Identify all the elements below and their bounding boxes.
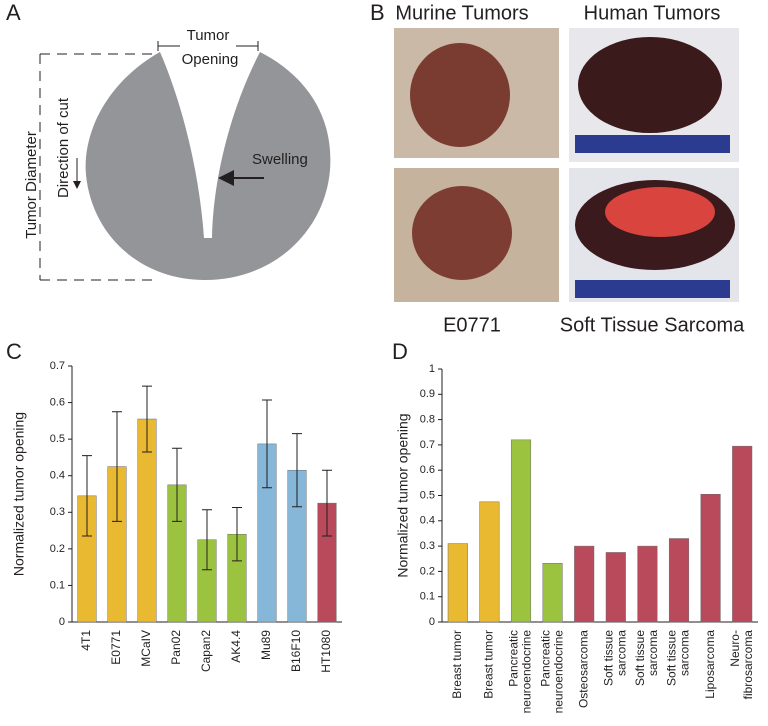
bar <box>668 538 690 623</box>
x-tick-label: sarcoma <box>678 630 692 676</box>
y-tick-label: 0.7 <box>50 360 65 372</box>
x-tick-label: sarcoma <box>646 630 660 676</box>
panel-label: B <box>370 0 385 25</box>
x-tick-label: AK4.4 <box>229 630 243 663</box>
y-tick-label: 0.3 <box>50 506 65 518</box>
x-tick-label: sarcoma <box>614 630 628 676</box>
error-bar <box>292 433 302 508</box>
x-tick-label: Breast tumor <box>450 630 464 699</box>
y-axis-label: Normalized tumor opening <box>395 413 411 577</box>
x-tick-label: Mu89 <box>259 630 273 660</box>
error-bar <box>172 447 182 522</box>
error-bar <box>232 507 242 562</box>
x-tick-label: MCaIV <box>139 630 153 667</box>
y-tick-label: 0.1 <box>420 591 435 603</box>
bar <box>479 501 500 623</box>
x-tick-label: Pancreatic <box>507 630 521 687</box>
y-tick-label: 0.5 <box>50 433 65 445</box>
x-tick-label: Capan2 <box>199 630 213 672</box>
bar <box>542 563 563 623</box>
photo-caption: Soft Tissue Sarcoma <box>560 314 745 336</box>
x-tick-label: HT1080 <box>319 630 333 673</box>
x-tick-label: 4T1 <box>79 630 93 651</box>
x-tick-label: neuroendocrine <box>520 630 534 714</box>
x-tick-label: Liposarcoma <box>703 630 717 699</box>
photo-title: Murine Tumors <box>395 2 528 24</box>
x-tick-label: Neuro- <box>728 630 742 667</box>
panel-label: A <box>6 0 21 25</box>
error-bar <box>82 455 92 537</box>
error-bar <box>322 469 332 537</box>
y-tick-label: 0.6 <box>50 396 65 408</box>
photo-tumor <box>578 37 722 133</box>
x-tick-label: E0771 <box>109 630 123 665</box>
photo-tumor-cut <box>605 187 715 237</box>
panel-label: D <box>392 339 408 364</box>
x-tick-label: B16F10 <box>289 630 303 672</box>
y-tick-label: 0.2 <box>420 565 435 577</box>
x-tick-label: Pan02 <box>169 630 183 665</box>
x-tick-label: fibrosarcoma <box>741 630 755 700</box>
x-tick-label: Soft tissue <box>665 630 679 686</box>
y-tick-label: 0.4 <box>50 470 65 482</box>
bar <box>510 439 532 623</box>
photo-ruler <box>575 135 730 153</box>
photos: Murine Tumors Human Tumors E0771 Soft Ti… <box>394 2 745 336</box>
photo-ruler <box>575 280 730 298</box>
photo-caption: E0771 <box>443 314 501 336</box>
y-tick-label: 0.3 <box>420 540 435 552</box>
label-bg <box>180 28 236 56</box>
x-tick-label: Soft tissue <box>601 630 615 686</box>
cut-label: Direction of cut <box>55 97 72 198</box>
error-bar <box>112 411 122 522</box>
y-axis-label: Normalized tumor opening <box>11 412 27 576</box>
y-tick-label: 0.9 <box>420 388 435 400</box>
bar <box>700 493 721 623</box>
x-tick-label: Pancreatic <box>538 630 552 687</box>
photo-tumor <box>410 43 510 147</box>
x-tick-label: neuroendocrine <box>551 630 565 714</box>
bar <box>447 543 468 623</box>
bar <box>574 545 595 623</box>
opening-label: Opening <box>182 51 239 68</box>
x-tick-label: Soft tissue <box>633 630 647 686</box>
panel-label: C <box>6 339 22 364</box>
photo-title: Human Tumors <box>584 2 721 24</box>
tumor-shape <box>85 52 331 280</box>
error-bar <box>262 399 272 489</box>
y-tick-label: 0.1 <box>50 579 65 591</box>
error-bar <box>142 385 152 453</box>
y-tick-label: 0.8 <box>420 414 435 426</box>
bar <box>637 545 658 623</box>
swelling-label: Swelling <box>252 151 308 168</box>
bar <box>605 552 626 623</box>
y-tick-label: 0.5 <box>420 489 435 501</box>
x-tick-label: Osteosarcoma <box>576 630 590 708</box>
y-tick-label: 0.6 <box>420 464 435 476</box>
y-tick-label: 0.2 <box>50 543 65 555</box>
opening-label: Tumor <box>187 27 230 44</box>
y-tick-label: 0 <box>59 616 65 628</box>
bar <box>732 445 753 623</box>
diameter-label: Tumor Diameter <box>23 131 40 239</box>
y-tick-label: 0.4 <box>420 515 435 527</box>
x-tick-label: Breast tumor <box>482 630 496 699</box>
y-tick-label: 0 <box>429 616 435 628</box>
y-tick-label: 0.7 <box>420 439 435 451</box>
diagram: Tumor Opening Tumor Diameter Direction o… <box>23 27 331 281</box>
error-bar <box>202 509 212 571</box>
y-tick-label: 1 <box>429 363 435 375</box>
photo-tumor <box>412 186 512 280</box>
